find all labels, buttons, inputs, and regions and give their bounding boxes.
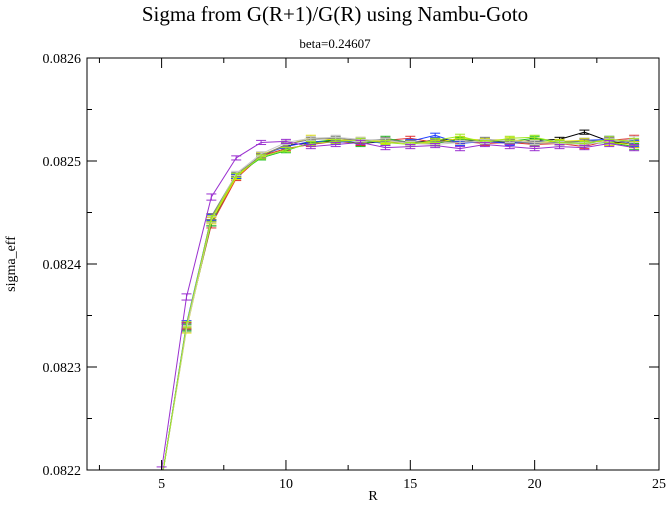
y-tick-label: 0.0823 xyxy=(43,361,82,376)
series-line xyxy=(162,137,635,470)
series-line xyxy=(161,140,635,470)
error-bar xyxy=(430,132,441,138)
x-tick-label: 5 xyxy=(158,477,165,492)
series-layer xyxy=(156,129,640,470)
x-tick-label: 20 xyxy=(528,477,542,492)
error-bar xyxy=(206,215,217,223)
y-tick-label: 0.0822 xyxy=(43,464,82,479)
error-bar xyxy=(355,139,366,146)
error-bar xyxy=(430,142,441,149)
series-line xyxy=(162,135,635,470)
error-bar xyxy=(305,135,316,141)
x-tick-label: 10 xyxy=(279,477,293,492)
chart-subtitle: beta=0.24607 xyxy=(299,36,371,51)
error-bar xyxy=(181,293,192,301)
error-bar xyxy=(380,139,391,146)
x-tick-label: 25 xyxy=(652,477,666,492)
error-bar xyxy=(380,145,391,151)
error-bar xyxy=(430,137,441,143)
x-tick-label: 15 xyxy=(403,477,417,492)
series-line xyxy=(162,136,635,470)
error-bar xyxy=(405,144,416,150)
error-bar xyxy=(529,146,540,152)
error-bar xyxy=(504,135,515,141)
x-axis-label: R xyxy=(368,489,378,504)
y-axis-label: sigma_eff xyxy=(4,236,19,292)
y-tick-label: 0.0825 xyxy=(43,155,82,170)
y-tick-label: 0.0824 xyxy=(43,258,82,273)
error-bar xyxy=(231,172,242,178)
ticks-layer: 5 10 15 20 25 0.0822 0.0823 0.0824 0.0825 0.0826 xyxy=(43,52,667,492)
error-bar xyxy=(479,141,490,148)
error-bar xyxy=(280,147,291,153)
series-line xyxy=(162,137,635,470)
error-bar xyxy=(579,129,590,135)
error-bar xyxy=(256,139,267,146)
error-bar xyxy=(579,145,590,151)
series-line xyxy=(162,136,635,470)
y-tick-label: 0.0826 xyxy=(43,52,82,67)
error-bar xyxy=(529,139,540,146)
error-bar xyxy=(455,133,466,139)
error-bar xyxy=(256,154,267,160)
error-bar xyxy=(455,139,466,146)
series-line xyxy=(162,137,635,470)
error-bar xyxy=(455,146,466,152)
error-bar xyxy=(231,155,242,161)
error-bar xyxy=(504,144,515,150)
chart-title: Sigma from G(R+1)/G(R) using Nambu-Goto xyxy=(141,2,529,26)
error-bar xyxy=(529,134,540,140)
error-bar xyxy=(330,141,341,148)
error-bar xyxy=(604,139,615,148)
error-bar xyxy=(206,193,217,201)
error-bar xyxy=(280,138,291,144)
error-bar xyxy=(629,144,640,152)
series-line xyxy=(162,134,635,470)
error-bar xyxy=(554,144,565,150)
error-bar xyxy=(305,144,316,150)
